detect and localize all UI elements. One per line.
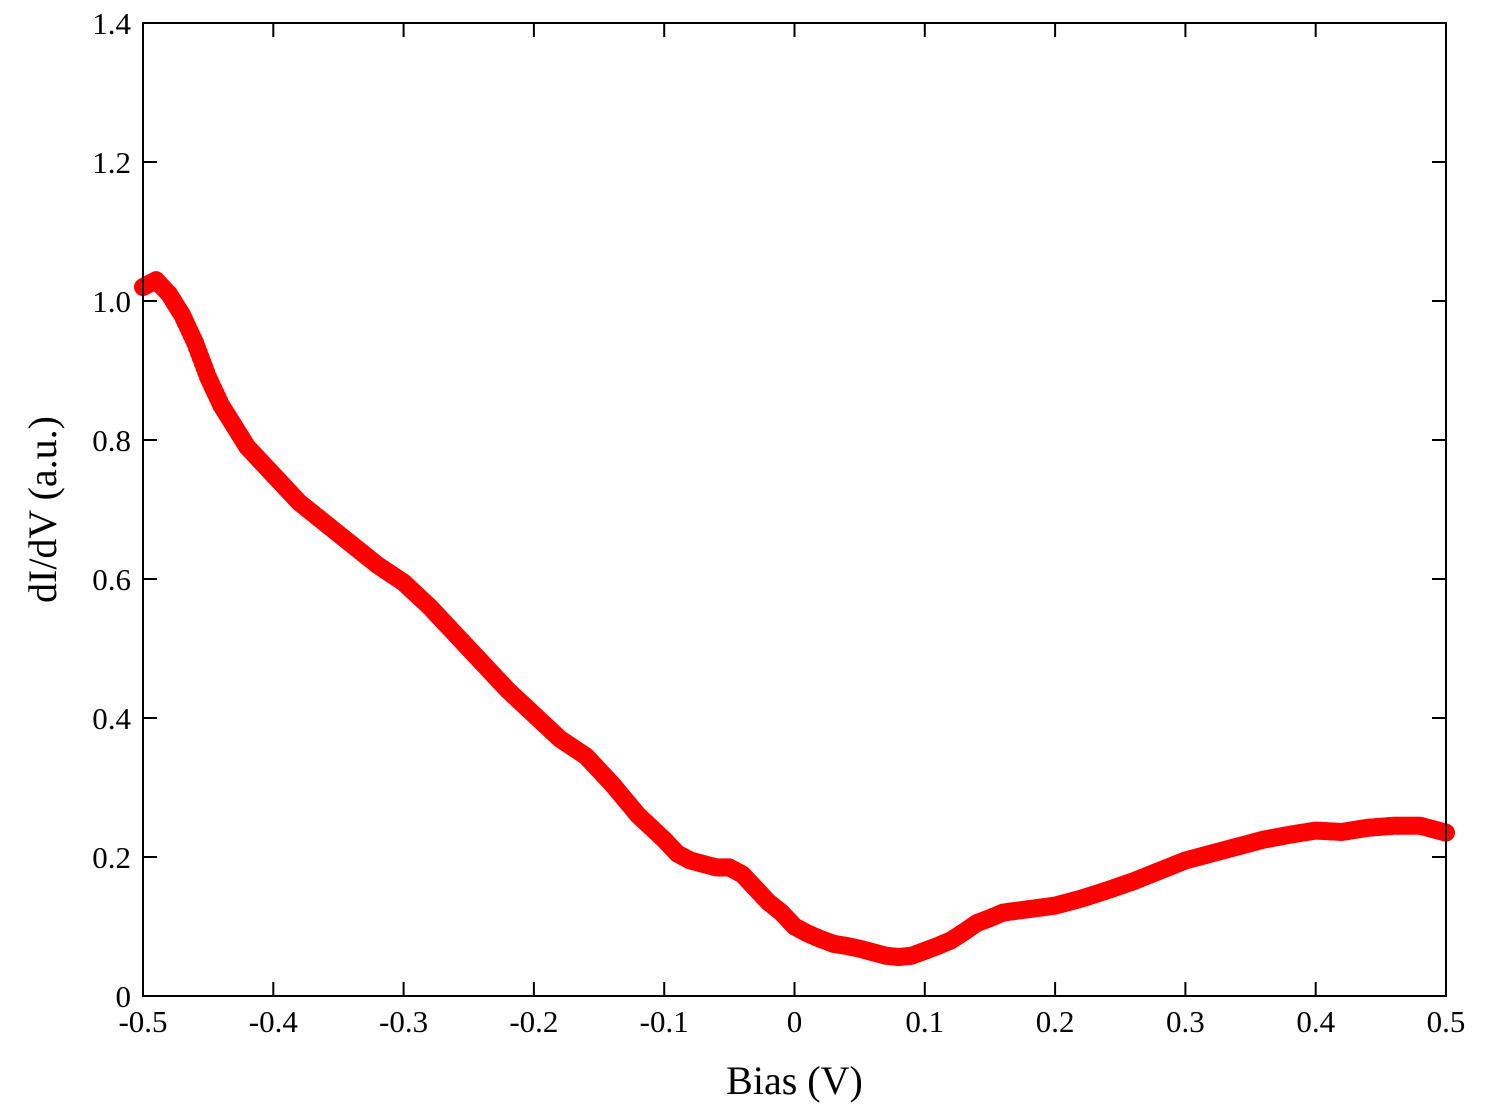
y-tick-label: 0.8 [92,423,131,458]
x-tick-label: 0.3 [1166,1004,1205,1039]
y-tick-label: 1.2 [92,145,131,180]
data-series [134,271,1455,967]
y-tick-label: 0.4 [92,701,131,736]
x-axis-title: Bias (V) [726,1058,863,1103]
x-tick-label: 0 [787,1004,803,1039]
x-tick-label: -0.1 [640,1004,689,1039]
x-tick-label: 0.2 [1036,1004,1075,1039]
y-tick-label: 1.4 [92,6,131,41]
x-tick-label: 0.4 [1296,1004,1335,1039]
x-tick-label: -0.4 [249,1004,299,1039]
y-tick-label: 0.2 [92,840,131,875]
y-tick-label: 1.0 [92,284,131,319]
axis-ticks: -0.5 -0.4 -0.3 -0.2 -0.1 0 0.1 0.2 0.3 0.4 0.5 0 0.2… [92,6,1465,1039]
x-tick-label: -0.2 [509,1004,558,1039]
y-tick-label: 0 [116,979,132,1014]
x-tick-label: 0.1 [905,1004,944,1039]
x-tick-label: -0.3 [379,1004,428,1039]
x-tick-label: 0.5 [1427,1004,1466,1039]
x-tick-label: -0.5 [118,1004,167,1039]
y-axis-title: dI/dV (a.u.) [20,416,65,603]
y-tick-label: 0.6 [92,562,131,597]
